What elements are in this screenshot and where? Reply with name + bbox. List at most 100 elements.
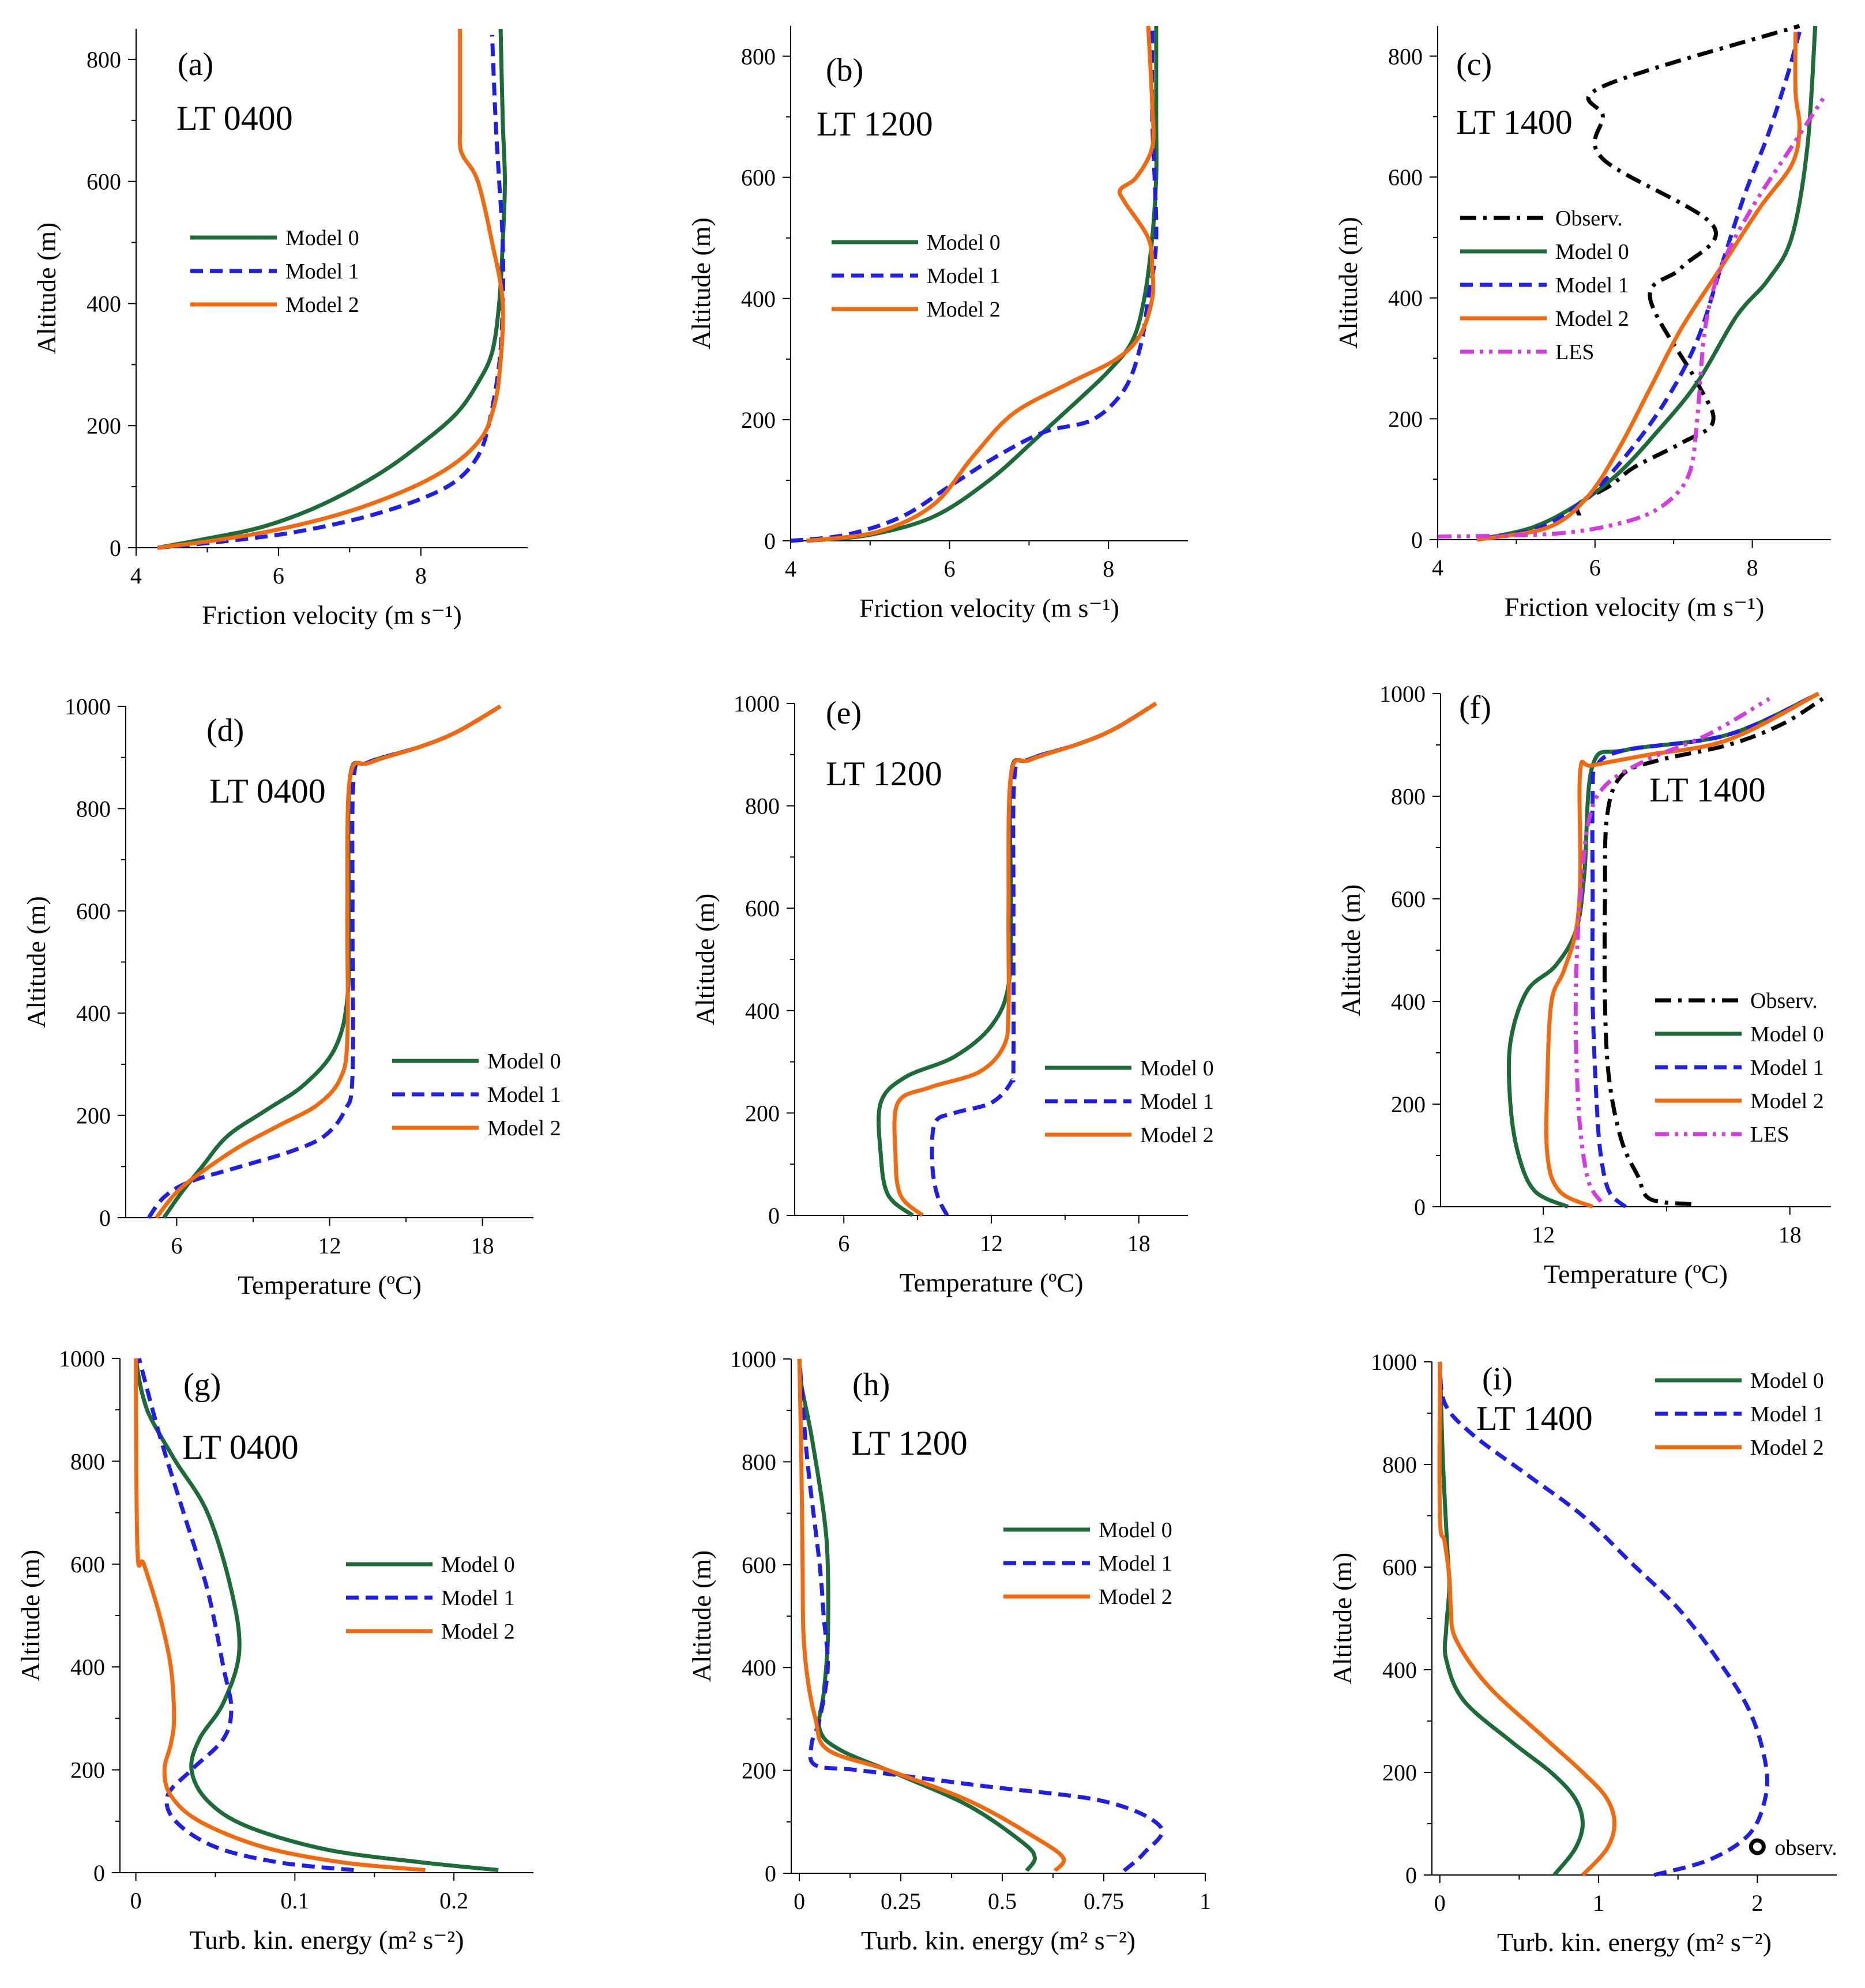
panel-label: (b) bbox=[826, 52, 863, 88]
y-tick-label: 400 bbox=[745, 998, 780, 1024]
y-tick-label: 400 bbox=[1388, 285, 1423, 311]
y-tick-label: 0 bbox=[1414, 1194, 1426, 1220]
legend-entry: Model 2 bbox=[927, 298, 1001, 322]
y-tick-label: 600 bbox=[76, 898, 111, 924]
y-tick-label: 200 bbox=[745, 1100, 780, 1126]
y-axis-label: Altitude (m) bbox=[686, 217, 716, 349]
panel-e: 0 200 400 600 800 1000 6 12 18 Temperature (ºC) Al… bbox=[690, 691, 1214, 1297]
x-tick-label: 18 bbox=[1778, 1222, 1802, 1248]
panel-label: (i) bbox=[1482, 1361, 1513, 1397]
legend-entry: Model 0 bbox=[285, 226, 359, 250]
x-tick-label: 18 bbox=[471, 1233, 494, 1259]
panel-label: (h) bbox=[852, 1367, 890, 1403]
x-tick-label: 2 bbox=[1751, 1890, 1763, 1916]
y-tick-label: 200 bbox=[741, 407, 776, 433]
y-tick-label: 400 bbox=[70, 1654, 105, 1680]
x-tick-label: 1 bbox=[1593, 1890, 1604, 1916]
x-tick-label: 6 bbox=[273, 563, 284, 589]
y-tick-label: 800 bbox=[76, 796, 111, 822]
x-tick-label: 0.1 bbox=[280, 1888, 309, 1914]
series-line-model-2 bbox=[797, 1358, 1066, 1872]
legend-entry: Observ. bbox=[1555, 206, 1623, 231]
panel-label: (f) bbox=[1459, 690, 1491, 725]
y-tick-label: 600 bbox=[741, 165, 776, 191]
y-tick-label: 800 bbox=[70, 1448, 105, 1474]
legend-entry: Model 1 bbox=[487, 1083, 561, 1107]
panel-b: 0 200 400 600 800 4 6 8 Friction velocity (m s⁻¹… bbox=[686, 25, 1188, 623]
y-axis-label: Altitude (m) bbox=[1333, 217, 1363, 349]
y-tick-label: 800 bbox=[742, 1449, 776, 1475]
series-line-model-1 bbox=[157, 35, 506, 550]
y-tick-label: 800 bbox=[1388, 43, 1423, 69]
panel-label: (g) bbox=[183, 1367, 221, 1403]
panel-title: LT 1400 bbox=[1649, 771, 1766, 809]
y-tick-label: 1000 bbox=[59, 1346, 105, 1372]
series-line-model-1 bbox=[790, 25, 1159, 543]
y-tick-label: 0 bbox=[93, 1860, 105, 1886]
x-tick-label: 6 bbox=[1589, 555, 1601, 581]
panel-label: (e) bbox=[826, 695, 862, 731]
legend-entry: Model 1 bbox=[927, 264, 1001, 288]
legend-entry: Model 0 bbox=[1555, 240, 1629, 264]
panel-label: (a) bbox=[178, 47, 213, 82]
series-line-model-2 bbox=[892, 702, 1157, 1217]
series-line-observ bbox=[1602, 696, 1824, 1207]
x-tick-label: 8 bbox=[415, 563, 427, 589]
x-axis-label: Friction velocity (m s⁻¹) bbox=[859, 593, 1119, 623]
y-axis-label: Altitude (m) bbox=[32, 223, 61, 355]
y-tick-label: 400 bbox=[742, 1655, 776, 1681]
x-tick-label: 0.5 bbox=[988, 1888, 1017, 1914]
legend-entry: Model 1 bbox=[285, 259, 359, 284]
legend-entry: Model 0 bbox=[1140, 1056, 1214, 1080]
panel-title: LT 0400 bbox=[182, 1428, 299, 1466]
x-tick-label: 12 bbox=[980, 1230, 1003, 1256]
legend-entry: Model 1 bbox=[1555, 273, 1629, 298]
y-axis-label: Altitude (m) bbox=[16, 1550, 45, 1682]
legend-entry: Model 0 bbox=[927, 231, 1001, 255]
panel-i: 0 200 400 600 800 1000 0 1 2 Turb. kin. energy (m… bbox=[1328, 1349, 1837, 1957]
y-tick-label: 400 bbox=[1382, 1657, 1417, 1683]
series-line-les bbox=[1573, 696, 1770, 1203]
y-tick-label: 600 bbox=[745, 895, 780, 921]
observation-label: observ. bbox=[1774, 1836, 1837, 1860]
legend-entry: Model 2 bbox=[1555, 307, 1629, 331]
panel-h: 0 200 400 600 800 1000 0 0.25 0.5 0.75 1 Turb. kin.… bbox=[687, 1346, 1211, 1955]
series-line-model-1 bbox=[930, 702, 1157, 1217]
y-tick-label: 0 bbox=[764, 528, 776, 554]
series-line-model-0 bbox=[806, 26, 1159, 543]
panel-g: 0 200 400 600 800 1000 0 0.1 0.2 Turb. kin. energ… bbox=[16, 1346, 533, 1955]
y-tick-label: 600 bbox=[1388, 164, 1423, 190]
x-tick-label: 0 bbox=[130, 1888, 142, 1914]
panel-d: 0 200 400 600 800 1000 6 12 18 Temperature (ºC) Al… bbox=[21, 694, 561, 1300]
y-tick-label: 0 bbox=[110, 535, 121, 561]
y-tick-label: 0 bbox=[1411, 527, 1423, 553]
legend-entry: Model 1 bbox=[441, 1586, 515, 1610]
y-tick-label: 600 bbox=[70, 1552, 105, 1577]
y-tick-label: 600 bbox=[1391, 886, 1426, 912]
legend-entry: LES bbox=[1555, 340, 1595, 364]
y-tick-label: 800 bbox=[741, 44, 776, 70]
y-tick-label: 400 bbox=[741, 286, 776, 312]
panel-title: LT 1400 bbox=[1456, 103, 1573, 141]
y-tick-label: 200 bbox=[87, 413, 121, 439]
legend-entry: Model 1 bbox=[1750, 1056, 1824, 1080]
series-line-model-1 bbox=[797, 1358, 1164, 1873]
series-line-model-2 bbox=[1476, 32, 1802, 542]
y-tick-label: 1000 bbox=[65, 694, 111, 720]
panel-title: LT 1400 bbox=[1476, 1399, 1593, 1437]
y-tick-label: 0 bbox=[768, 1203, 780, 1229]
x-axis-label: Temperature (ºC) bbox=[1544, 1259, 1728, 1289]
series-line-les bbox=[1437, 97, 1825, 539]
x-axis-label: Temperature (ºC) bbox=[238, 1270, 422, 1300]
x-tick-label: 6 bbox=[838, 1230, 849, 1256]
x-axis-label: Turb. kin. energy (m² s⁻²) bbox=[861, 1926, 1135, 1955]
y-tick-label: 1000 bbox=[734, 691, 780, 717]
y-tick-label: 200 bbox=[70, 1757, 105, 1783]
x-tick-label: 12 bbox=[318, 1233, 341, 1259]
panel-label: (d) bbox=[206, 713, 244, 748]
y-tick-label: 1000 bbox=[730, 1346, 776, 1372]
legend-entry: Model 0 bbox=[1099, 1518, 1172, 1542]
panel-f: 0 200 400 600 800 1000 12 18 Temperature (ºC) Alt… bbox=[1336, 681, 1831, 1289]
x-tick-label: 8 bbox=[1103, 556, 1114, 582]
